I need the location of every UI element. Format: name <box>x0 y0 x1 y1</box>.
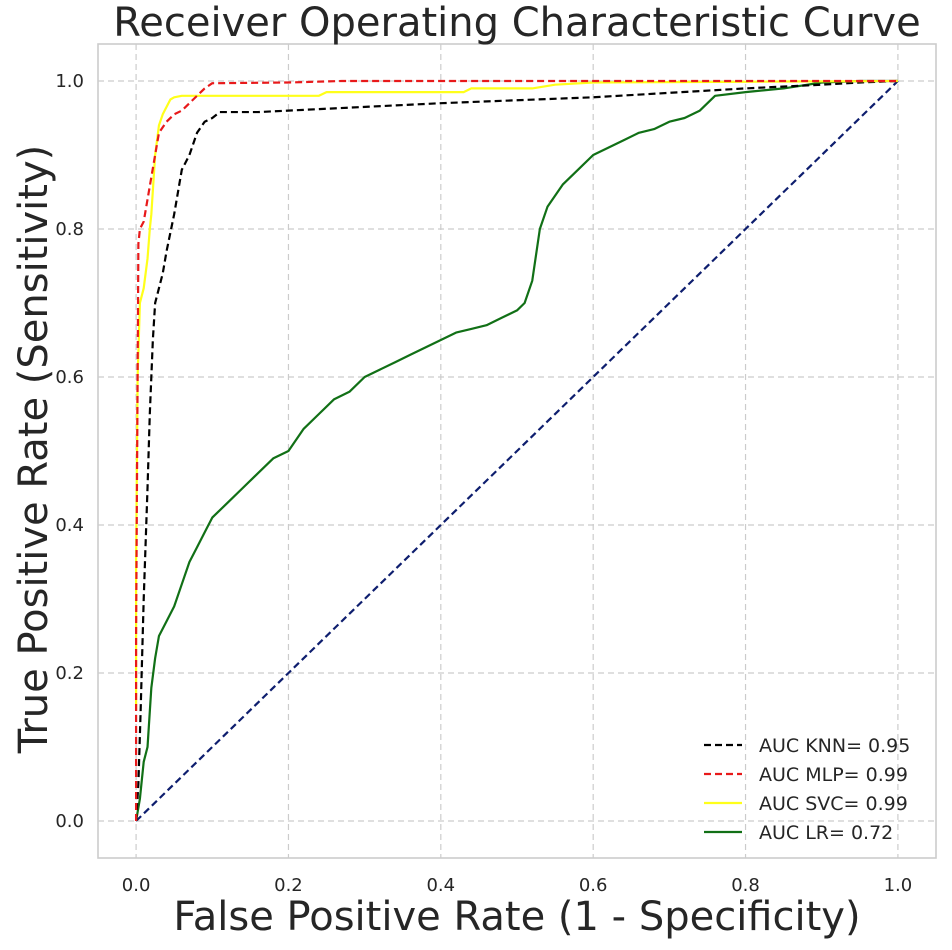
x-tick-label: 0.8 <box>731 875 760 896</box>
grid <box>98 44 936 858</box>
ticks: 0.0 0.2 0.4 0.6 0.8 1.0 0.0 0.2 0.4 0.6 0.8 1.0 <box>55 71 912 896</box>
legend-item: AUC LR= 0.72 <box>704 822 893 844</box>
y-axis-label: True Positive Rate (Sensitivity) <box>11 145 57 754</box>
x-tick-label: 0.4 <box>426 875 455 896</box>
series-layer <box>134 79 899 822</box>
reference-diagonal-line <box>135 80 899 822</box>
legend-item: AUC SVC= 0.99 <box>704 793 908 815</box>
legend-label: AUC LR= 0.72 <box>759 822 893 844</box>
y-tick-label: 0.4 <box>55 515 84 536</box>
y-tick-label: 0.8 <box>55 219 84 240</box>
y-tick-label: 1.0 <box>55 71 84 92</box>
series-auc-svc-line <box>134 79 898 710</box>
x-tick-label: 0.2 <box>274 875 303 896</box>
legend: AUC KNN= 0.95 AUC MLP= 0.99 AUC SVC= 0.99 A… <box>704 735 910 844</box>
legend-label: AUC MLP= 0.99 <box>759 764 908 786</box>
x-axis-label: False Positive Rate (1 - Specificity) <box>173 894 860 940</box>
legend-item: AUC MLP= 0.99 <box>704 764 908 786</box>
legend-label: AUC SVC= 0.99 <box>759 793 908 815</box>
y-tick-label: 0.0 <box>55 811 84 832</box>
y-tick-label: 0.2 <box>55 663 84 684</box>
chart-title: Receiver Operating Characteristic Curve <box>113 0 920 46</box>
legend-label: AUC KNN= 0.95 <box>759 735 910 757</box>
legend-item: AUC KNN= 0.95 <box>704 735 910 757</box>
x-tick-label: 0.0 <box>122 875 151 896</box>
y-tick-label: 0.6 <box>55 367 84 388</box>
x-tick-label: 1.0 <box>884 875 913 896</box>
x-tick-label: 0.6 <box>579 875 608 896</box>
series-auc-lr-line <box>135 79 898 822</box>
series-auc-knn-line <box>134 79 898 822</box>
plot-frame <box>97 43 937 859</box>
series-auc-mlp-line <box>134 79 898 821</box>
